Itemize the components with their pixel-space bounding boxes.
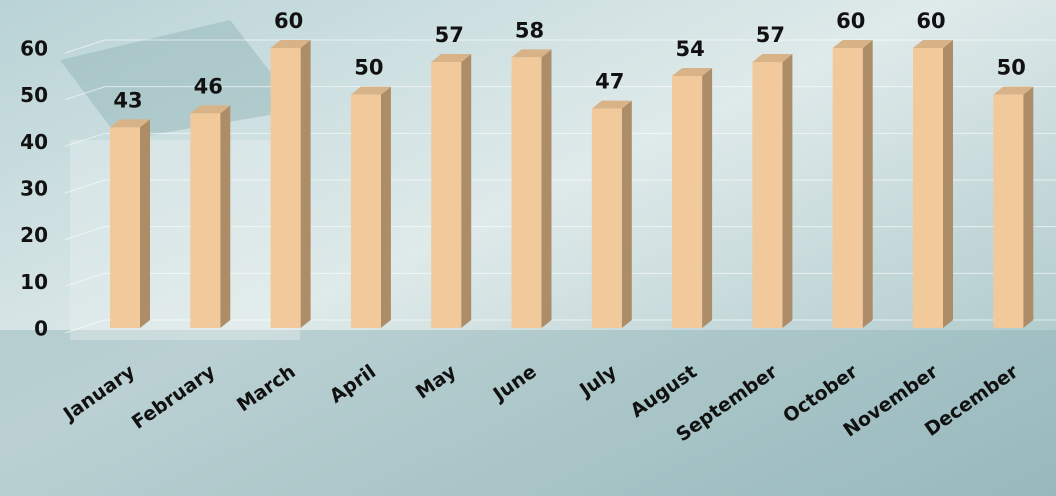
y-tick-label: 10 [20,270,48,294]
bar [752,62,783,328]
y-tick-label: 0 [34,317,48,341]
value-label: 50 [997,56,1026,80]
bar-side [220,105,231,328]
bar [832,48,863,328]
value-label: 57 [756,23,785,47]
bar-top [190,105,231,114]
bar [672,76,703,328]
bar [270,48,301,328]
value-label: 58 [515,18,544,42]
bar [431,62,462,328]
value-label: 43 [113,88,142,112]
value-label: 54 [675,37,704,61]
value-label: 60 [916,9,945,33]
bar-top [752,54,793,62]
value-label: 46 [194,74,223,98]
value-label: 60 [274,9,303,33]
bar [913,48,943,328]
bar-side [782,54,793,328]
bar-side [621,100,632,329]
grid-line [64,319,1056,334]
bar-top [993,86,1034,95]
value-label: 60 [836,9,865,33]
bar-side [380,86,391,329]
bar-side [943,40,953,328]
grid-line [64,86,1056,101]
bar-side [140,119,150,328]
bar-top [110,119,150,128]
background-roof [60,20,300,140]
bar-top [350,86,391,95]
grid-line [64,226,1056,241]
bar-side [461,54,472,328]
y-tick-label: 40 [20,130,48,154]
bar-side [862,40,873,328]
bar-side [1023,86,1034,329]
bar [591,108,622,329]
bar [110,127,140,328]
bar [993,94,1024,329]
value-label: 50 [354,56,383,80]
grid-line [64,132,1056,147]
bar [350,94,381,329]
bar-top [913,40,953,48]
grid-line [64,272,1056,287]
bar [190,113,221,328]
y-tick-label: 60 [20,37,48,61]
background-ground [0,330,1056,496]
bar-top [832,40,873,48]
bar [511,57,542,328]
bar-top [672,68,713,76]
y-tick-label: 50 [20,83,48,107]
bar-side [300,40,311,328]
value-label: 57 [435,23,464,47]
background-house [70,140,300,340]
bar-side [541,49,552,328]
bar-side [702,68,713,328]
y-tick-label: 20 [20,223,48,247]
bar-top [431,54,472,62]
bar-top [591,100,632,109]
bar-top [270,40,311,48]
y-tick-label: 30 [20,177,48,201]
grid-line [64,39,1056,54]
grid-line [64,179,1056,194]
bar-top [511,49,552,58]
value-label: 47 [595,70,624,94]
